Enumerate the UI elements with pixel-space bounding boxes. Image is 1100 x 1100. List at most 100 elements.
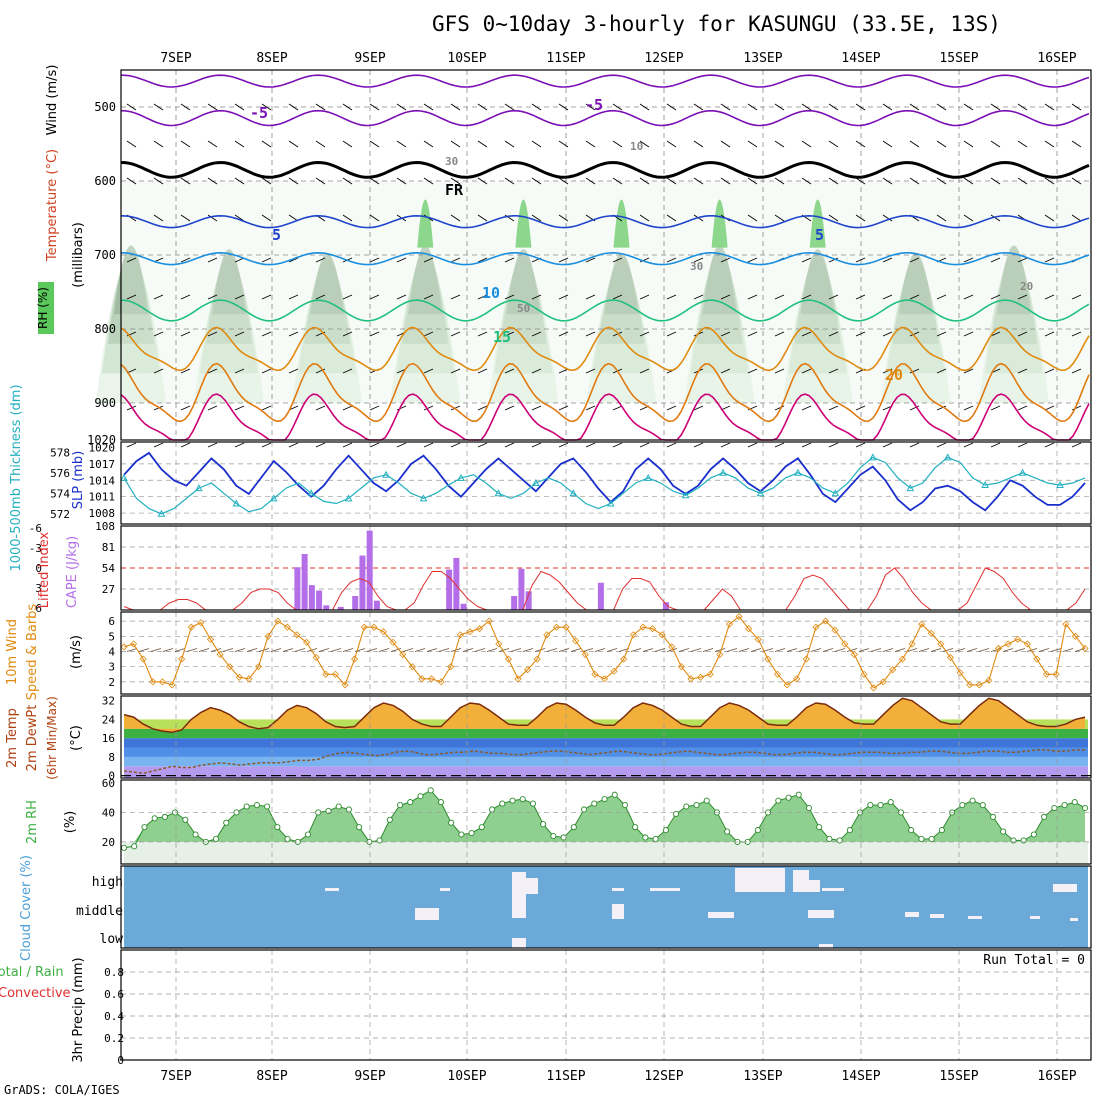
wind-barb (558, 331, 569, 337)
rh-point (182, 816, 189, 823)
temperature-contour (120, 251, 1090, 266)
wind-barb (963, 257, 974, 263)
wind-barb (612, 294, 623, 300)
rh-point (775, 797, 782, 804)
surface-barb (486, 648, 498, 652)
profile-ylabel-wind: Wind (m/s) (45, 65, 60, 136)
thickness-point (344, 494, 353, 502)
wind-barb (909, 405, 920, 411)
thickness-ylabel: 1000-500mb Thickness (dm) (9, 384, 24, 571)
temp-tick: 0 (108, 770, 115, 783)
contour-label: 20 (885, 366, 903, 384)
wind-barb (504, 405, 515, 411)
wind-speed-point (591, 670, 599, 678)
wind-barb (612, 405, 623, 411)
wind-barb (585, 331, 596, 337)
wind-speed-point (850, 650, 858, 659)
wind-speed-point (341, 681, 349, 689)
surface-barb (390, 648, 402, 652)
wind-barb (558, 257, 569, 263)
thickness-point (943, 453, 952, 461)
wind-barb (207, 368, 218, 374)
rh-point (550, 832, 557, 840)
temp-tick: 8 (108, 751, 115, 764)
wind-barb (234, 294, 245, 300)
rh-point (621, 802, 628, 809)
wind-barb (450, 103, 461, 111)
wind-speed-point (389, 638, 397, 646)
wind-speed-point (1071, 632, 1079, 640)
slp-tick: 1014 (89, 474, 116, 487)
wind-barb (531, 177, 542, 185)
wind-barb (126, 442, 137, 448)
wind-barb (207, 214, 218, 222)
contour-label: 5 (272, 226, 281, 244)
profile-y-tick: 800 (94, 322, 116, 336)
wind-barb (1017, 103, 1028, 111)
rh-point (805, 804, 813, 812)
temperature-contour (120, 214, 1090, 229)
wind-barb (882, 214, 893, 222)
rh-point (529, 800, 536, 807)
rh-point (356, 824, 363, 831)
cloud-block (440, 888, 450, 891)
temp-band (124, 766, 1088, 778)
bottom-x-tick: 14SEP (841, 1069, 880, 1084)
surface-barb (762, 648, 774, 652)
surface-barb (402, 648, 414, 652)
rh-point (867, 802, 874, 809)
slp-tick: 1011 (89, 491, 116, 504)
top-x-tick: 13SEP (743, 51, 782, 66)
bottom-x-tick: 16SEP (1037, 1069, 1076, 1084)
wind-barb (315, 103, 326, 111)
wind-barb (207, 177, 218, 185)
wind-speed-point (399, 650, 407, 659)
wind-speed-point (1023, 640, 1031, 648)
wind-speed-point (331, 670, 339, 678)
wind-barb (666, 331, 677, 337)
slp-ylabel: SLP (mb) (71, 451, 86, 510)
wind-barb (801, 103, 812, 111)
wind-barb (774, 442, 785, 448)
wind-barb (315, 177, 326, 185)
wind-barb (261, 140, 272, 148)
surface-barb (1026, 648, 1038, 652)
wind-barb (342, 405, 353, 411)
wind-barb (828, 405, 839, 411)
wind-barb (693, 103, 704, 111)
wind-speed-point (216, 650, 224, 659)
cloud-block (735, 868, 785, 892)
wind-barb (450, 442, 461, 448)
wind-speed-point (312, 653, 320, 662)
rh-point (509, 797, 516, 804)
rh-point (918, 835, 925, 842)
wind-barb (153, 368, 164, 374)
rh-cell (702, 245, 737, 315)
wind-barb (585, 140, 596, 148)
wind-speed-point (572, 637, 580, 645)
surface-barbs (126, 648, 1086, 652)
wind-barb (423, 177, 434, 185)
wind-barb (126, 294, 137, 300)
surface-barb (462, 648, 474, 652)
cape-bar (294, 567, 301, 610)
wind-barb (558, 294, 569, 300)
wind-barb (504, 140, 515, 148)
wind-barb (180, 442, 191, 448)
wind-speed-point (562, 623, 570, 631)
wind-barb (666, 442, 677, 448)
wind-speed-line (123, 615, 1086, 689)
surface-barb (162, 648, 174, 652)
temp-ylabel: 2m Temp (5, 708, 20, 768)
li-tick: 0 (35, 562, 42, 575)
wind-barb (639, 331, 650, 337)
wind-barb (180, 294, 191, 300)
wind-speed-point (975, 681, 983, 689)
profile-y-tick: 700 (94, 248, 116, 262)
wind-ylabel-mid: Speed & Barbs (25, 604, 40, 701)
dewpt-ylabel: 2m DewPt (25, 705, 40, 772)
wind-barb (288, 442, 299, 448)
rh-point (335, 803, 342, 810)
rh-high-cell (515, 199, 532, 248)
thickness-point (644, 473, 653, 481)
